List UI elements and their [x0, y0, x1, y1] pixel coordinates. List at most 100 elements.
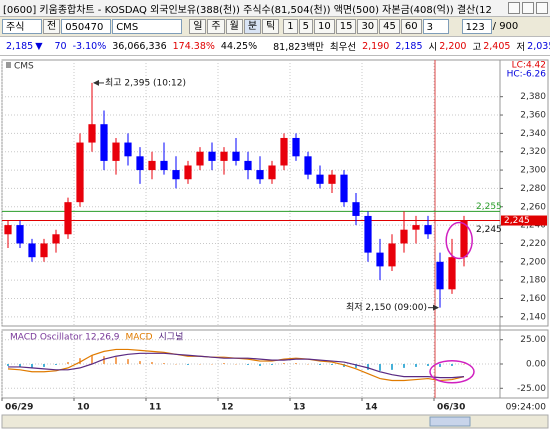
name-input[interactable]: CMS — [112, 19, 183, 34]
candle-body — [412, 225, 420, 230]
candle-body — [448, 257, 456, 290]
candle-body — [28, 243, 36, 258]
candle-body — [64, 202, 72, 235]
y-tick-label: 2,220 — [520, 239, 546, 249]
candle-body — [124, 142, 132, 157]
period-button[interactable]: 주 — [207, 19, 225, 34]
change-rate: -3.10% — [72, 40, 107, 52]
y-tick-label: 25.00 — [520, 335, 546, 345]
legend-entry: 시그널 — [159, 332, 184, 343]
candle-body — [460, 220, 468, 258]
candle-body — [328, 174, 336, 184]
trade-amount: 81,823백만 — [273, 42, 324, 53]
maximize[interactable] — [522, 2, 534, 14]
volume: 36,066,336 — [112, 40, 167, 52]
oscillator-bar — [187, 364, 189, 365]
oscillator-bar — [415, 364, 417, 367]
interval-button[interactable]: 45 — [379, 19, 400, 34]
max-count: / 900 — [492, 21, 519, 32]
candle-body — [208, 151, 216, 161]
reference-label: 2,255 — [476, 202, 502, 212]
count-input[interactable]: 123 — [461, 19, 492, 34]
direction: ▼ — [35, 40, 43, 52]
last-price-label: 2,245 — [476, 225, 502, 235]
high: 2,405 — [483, 40, 511, 52]
ratio2: 44.25% — [220, 40, 258, 52]
candle-body — [376, 252, 384, 267]
y-tick-label: 2,380 — [520, 92, 546, 102]
y-tick-label: 2,140 — [520, 312, 546, 322]
oscillator-bar — [235, 364, 237, 365]
open-label: 시 — [428, 42, 438, 53]
candle-body — [292, 137, 300, 157]
candle-body — [100, 124, 108, 161]
panel-title: CMS — [14, 62, 34, 72]
interval-button[interactable]: 1 — [283, 19, 298, 34]
close[interactable] — [536, 2, 548, 14]
candle-body — [316, 174, 324, 184]
interval-button[interactable]: 5 — [298, 19, 313, 34]
candle-body — [196, 151, 204, 166]
candle-body — [52, 234, 60, 244]
interval-button[interactable]: 10 — [313, 19, 335, 34]
candle-body — [4, 225, 12, 235]
candle-body — [16, 225, 24, 244]
oscillator-bar — [463, 364, 465, 365]
interval-input[interactable]: 3 — [422, 19, 449, 34]
x-tick-label: 10 — [77, 403, 90, 413]
code-input[interactable]: 050470 — [61, 19, 112, 34]
oscillator-bar — [163, 363, 165, 364]
period-button[interactable]: 틱 — [262, 19, 280, 34]
interval-button[interactable]: 30 — [357, 19, 379, 34]
x-tick-label: 12 — [221, 403, 234, 413]
y-tick-label: 2,180 — [520, 276, 546, 286]
scrollbar — [1, 414, 549, 429]
period-button[interactable]: 월 — [225, 19, 243, 34]
interval-button[interactable]: 15 — [335, 19, 357, 34]
candle-body — [232, 151, 240, 161]
oscillator-bar — [67, 362, 69, 364]
y-tick-label: 2,160 — [520, 294, 546, 304]
oscillator-bar — [403, 364, 405, 368]
market-select[interactable]: 주식 — [2, 19, 42, 34]
interval-buttons: 1 5 10 15 30 45 60 — [283, 19, 422, 34]
bid: 2,185 — [395, 40, 423, 52]
oscillator-bar — [379, 364, 381, 371]
annotation-low: 최저 2,150 (09:00) — [346, 302, 427, 313]
oscillator-bar — [331, 364, 333, 365]
scroll-thumb — [429, 416, 471, 427]
oscillator-bar — [223, 363, 225, 364]
title-icon — [6, 62, 11, 68]
prefix-button[interactable]: 전 — [43, 19, 61, 34]
oscillator-bar — [355, 364, 357, 368]
oscillator-bar — [427, 364, 429, 366]
highlight-circle — [429, 360, 475, 384]
x-tick-label: 13 — [293, 403, 306, 413]
oscillator-bar — [283, 363, 285, 364]
y-tick-label: 0.00 — [526, 360, 546, 370]
oscillator-bar — [43, 364, 45, 367]
interval-button[interactable]: 60 — [400, 19, 422, 34]
x-tick-label: 06/30 — [437, 403, 465, 413]
oscillator-bar — [127, 359, 129, 364]
oscillator-bar — [367, 364, 369, 370]
period-button[interactable]: 분 — [243, 19, 262, 34]
annotation-high: 최고 2,395 (10:12) — [105, 77, 186, 88]
high-label: 고 — [472, 42, 482, 53]
period-button[interactable]: 일 — [189, 19, 207, 34]
chart: 06/29 10 11 12 13 14 06/30 2,140 2,160 2,180 2,200… — [0, 56, 550, 430]
oscillator-bar — [19, 364, 21, 367]
y-tick-label: -25.00 — [517, 384, 546, 394]
candle-body — [148, 160, 156, 171]
oscillator-bar — [307, 364, 309, 365]
window-controls — [508, 2, 550, 14]
minimize[interactable] — [508, 2, 520, 14]
candle-body — [436, 261, 444, 290]
candle-body — [256, 170, 264, 180]
oscillator-bar — [211, 364, 213, 365]
candle-body — [268, 165, 276, 180]
candle-body — [424, 225, 432, 235]
candle-body — [364, 215, 372, 253]
